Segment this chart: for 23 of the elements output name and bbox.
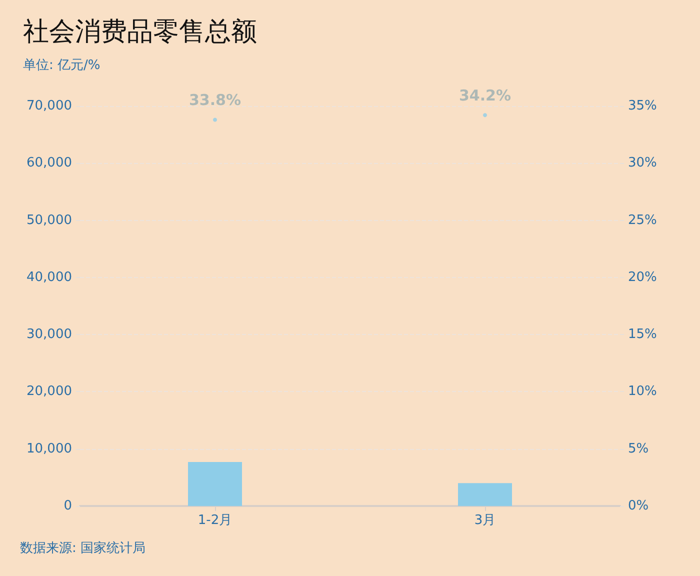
data-label: 33.8%: [188, 91, 242, 110]
y-tick-label: 40,000: [26, 270, 72, 285]
y-tick-label: 70,000: [26, 98, 72, 114]
chart-subtitle: 单位: 亿元/%: [23, 58, 100, 73]
y2-tick-label: 25%: [628, 212, 657, 228]
y-tick-label: 60,000: [26, 156, 72, 171]
source-note: 数据来源: 国家统计局: [20, 540, 146, 556]
y2-tick-label: 20%: [628, 270, 657, 285]
y-tick-label: 0: [64, 498, 72, 514]
y-tick-label: 30,000: [26, 327, 72, 342]
x-tick-label: 3月: [474, 513, 496, 528]
y2-tick-label: 30%: [628, 156, 657, 171]
y2-tick-label: 0%: [628, 498, 649, 514]
y2-tick-label: 35%: [628, 98, 657, 114]
data-label: 34.2%: [458, 86, 512, 105]
y2-tick-label: 15%: [628, 327, 657, 342]
y2-tick-label: 10%: [628, 384, 657, 400]
y-tick-label: 20,000: [26, 384, 72, 400]
x-tick-label: 1-2月: [198, 513, 232, 528]
chart-title: 社会消费品零售总额: [23, 17, 257, 47]
y2-tick-label: 5%: [628, 441, 649, 456]
y-tick-label: 50,000: [26, 212, 72, 228]
y-tick-label: 10,000: [26, 441, 72, 456]
